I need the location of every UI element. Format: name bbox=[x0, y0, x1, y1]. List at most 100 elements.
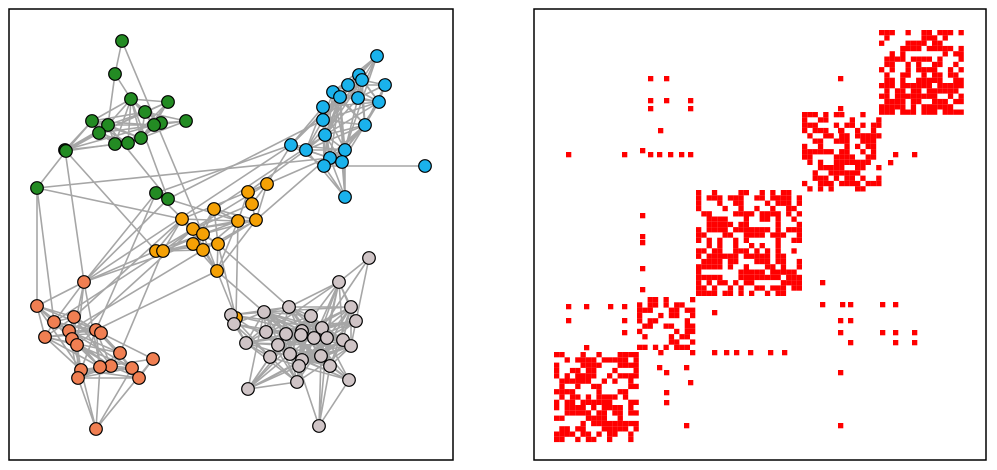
matrix-cell bbox=[679, 152, 685, 158]
network-edge bbox=[77, 367, 133, 379]
matrix-cell bbox=[575, 383, 581, 390]
green-community-node bbox=[161, 192, 175, 206]
green-community-node bbox=[115, 34, 129, 48]
matrix-cell bbox=[884, 109, 890, 115]
salmon-community-node bbox=[30, 299, 44, 313]
matrix-cell bbox=[633, 373, 639, 379]
matrix-cell bbox=[664, 98, 670, 104]
matrix-cell bbox=[880, 330, 886, 336]
matrix-cell bbox=[916, 88, 922, 94]
matrix-cell bbox=[926, 83, 932, 89]
matrix-cell bbox=[844, 133, 850, 139]
matrix-cell bbox=[932, 109, 938, 115]
lilac-community-node bbox=[307, 331, 321, 345]
matrix-cell bbox=[838, 76, 844, 82]
network-edge bbox=[162, 233, 204, 252]
matrix-cell bbox=[791, 205, 797, 212]
matrix-cell bbox=[849, 154, 855, 160]
matrix-cell bbox=[717, 237, 723, 243]
salmon-community-node bbox=[77, 275, 91, 289]
matrix-cell bbox=[640, 266, 646, 272]
matrix-cell bbox=[622, 373, 629, 379]
matrix-cell bbox=[617, 352, 623, 358]
green-community-node bbox=[179, 114, 193, 128]
matrix-cell bbox=[942, 30, 948, 36]
matrix-cell bbox=[942, 83, 948, 89]
matrix-cell bbox=[865, 138, 871, 144]
matrix-cell bbox=[912, 330, 918, 336]
matrix-cell bbox=[860, 186, 866, 192]
matrix-cell bbox=[839, 159, 845, 165]
matrix-cell bbox=[679, 344, 685, 350]
matrix-cell bbox=[733, 243, 739, 249]
matrix-cell bbox=[569, 399, 576, 405]
matrix-cell bbox=[916, 98, 922, 105]
matrix-cell bbox=[591, 420, 597, 427]
matrix-cell bbox=[796, 200, 802, 206]
matrix-cell bbox=[921, 77, 927, 83]
matrix-cell bbox=[942, 88, 948, 94]
matrix-cell bbox=[880, 302, 886, 308]
matrix-cell bbox=[754, 248, 760, 254]
matrix-cell bbox=[840, 302, 846, 308]
matrix-cell bbox=[601, 357, 607, 363]
matrix-cell bbox=[591, 362, 597, 368]
matrix-cell bbox=[893, 152, 899, 158]
matrix-cell bbox=[668, 334, 675, 340]
matrix-cell bbox=[900, 88, 906, 94]
network-edge bbox=[355, 257, 370, 322]
matrix-cell bbox=[879, 40, 885, 46]
matrix-cell bbox=[559, 378, 565, 384]
matrix-cell bbox=[559, 426, 565, 432]
matrix-cell bbox=[876, 180, 882, 187]
matrix-cell bbox=[953, 88, 959, 94]
matrix-cell bbox=[770, 190, 776, 196]
matrix-cell bbox=[717, 274, 723, 281]
matrix-cell bbox=[569, 410, 576, 416]
matrix-cell bbox=[637, 312, 643, 319]
matrix-cell bbox=[900, 104, 906, 110]
matrix-cell bbox=[684, 318, 690, 324]
green-community-node bbox=[124, 92, 138, 106]
matrix-cell bbox=[569, 405, 576, 411]
network-edge bbox=[83, 144, 292, 283]
matrix-cell bbox=[652, 318, 659, 324]
matrix-cell bbox=[617, 415, 623, 421]
matrix-cell bbox=[554, 373, 560, 379]
matrix-cell bbox=[717, 221, 723, 228]
matrix-cell bbox=[932, 67, 938, 73]
network-edge bbox=[91, 98, 132, 122]
matrix-cell bbox=[833, 170, 840, 176]
matrix-cell bbox=[879, 30, 885, 36]
matrix-cell bbox=[554, 405, 560, 411]
matrix-cell bbox=[648, 76, 654, 82]
matrix-cell bbox=[893, 330, 899, 336]
network-edge bbox=[305, 124, 366, 151]
matrix-cell bbox=[684, 328, 690, 335]
matrix-cell bbox=[921, 104, 927, 110]
matrix-cell bbox=[696, 232, 702, 238]
matrix-cell bbox=[844, 180, 850, 187]
matrix-cell bbox=[701, 290, 707, 296]
matrix-cell bbox=[932, 88, 938, 94]
matrix-cell bbox=[894, 93, 901, 99]
matrix-cell bbox=[884, 56, 890, 62]
matrix-cell bbox=[791, 274, 797, 281]
lilac-community-node bbox=[344, 300, 358, 314]
orange-community-node bbox=[196, 243, 210, 257]
matrix-cell bbox=[958, 30, 964, 36]
matrix-cell bbox=[706, 253, 712, 259]
salmon-community-node bbox=[71, 371, 85, 385]
matrix-cell bbox=[775, 258, 781, 265]
matrix-cell bbox=[738, 290, 744, 296]
matrix-cell bbox=[642, 344, 648, 350]
matrix-cell bbox=[722, 205, 728, 212]
matrix-cell bbox=[727, 258, 734, 265]
network-edge bbox=[318, 355, 322, 427]
matrix-cell bbox=[696, 195, 702, 201]
matrix-cell bbox=[575, 373, 581, 379]
matrix-cell bbox=[812, 138, 818, 144]
matrix-cell bbox=[617, 405, 623, 411]
matrix-cell bbox=[575, 436, 581, 443]
matrix-cell bbox=[628, 378, 634, 384]
